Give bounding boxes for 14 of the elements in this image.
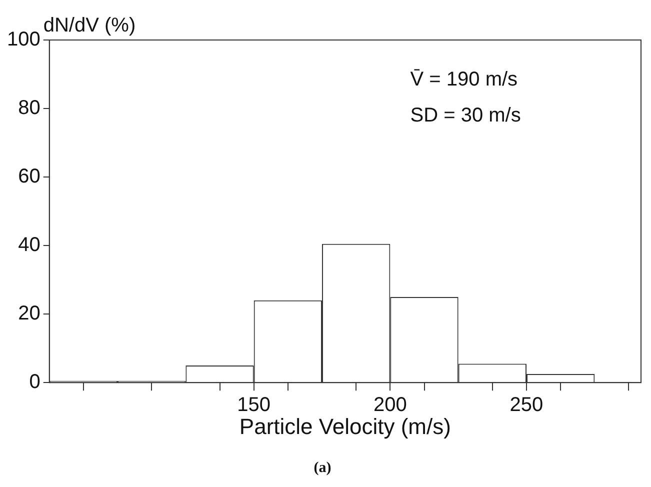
- y-tick-label: 80: [18, 97, 40, 120]
- x-tick-label: 150: [237, 394, 271, 416]
- y-tick-label: 100: [6, 28, 40, 51]
- x-tick-label: 250: [510, 394, 544, 416]
- y-tick-label: 60: [18, 166, 40, 188]
- annotation: V̄ = 190 m/s: [410, 68, 518, 91]
- annotation: SD = 30 m/s: [410, 104, 521, 127]
- y-tick-label: 20: [18, 302, 40, 325]
- y-axis-title: dN/dV (%): [43, 14, 136, 37]
- text: (a): [314, 460, 332, 476]
- x-tick-label: 200: [373, 394, 407, 416]
- y-tick-label: 40: [18, 234, 40, 256]
- x-axis-title: Particle Velocity (m/s): [239, 414, 451, 439]
- y-tick-label: 0: [29, 371, 40, 394]
